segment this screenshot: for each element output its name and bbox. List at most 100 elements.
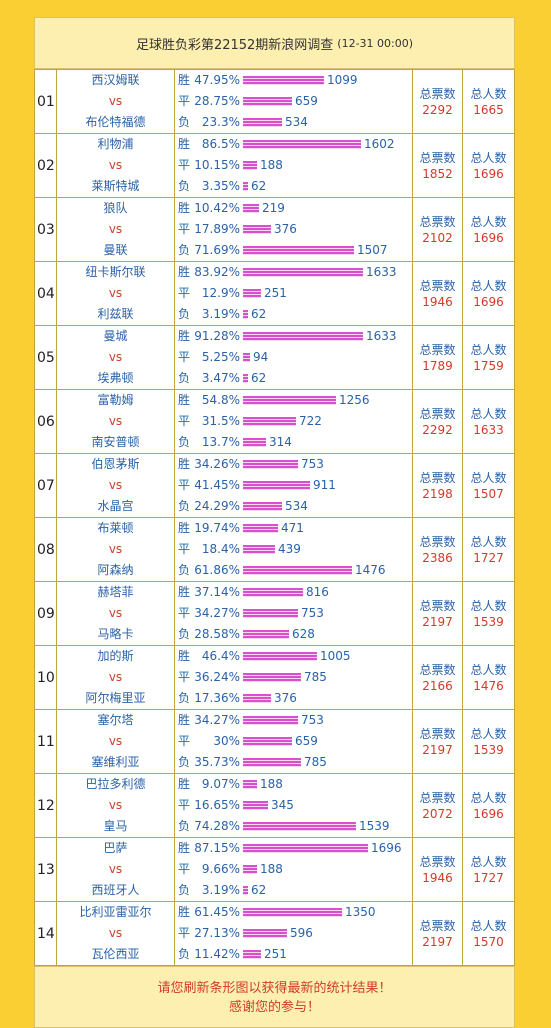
- match-teams: 赫塔菲 vs 马略卡: [56, 581, 175, 646]
- lose-percent: 74.28%: [194, 819, 240, 833]
- away-team-link[interactable]: 水晶宫: [97, 499, 134, 513]
- away-team-link[interactable]: 塞维利亚: [91, 755, 140, 769]
- home-team-link[interactable]: 狼队: [103, 201, 128, 215]
- vote-bars: 胜 19.74% 471 平 18.4% 439 负 61.86% 1476: [174, 517, 413, 582]
- total-people-value: 1696: [473, 294, 504, 309]
- lose-bar: [243, 438, 266, 447]
- total-people-label: 总人数: [470, 854, 507, 869]
- home-team-link[interactable]: 伯恩茅斯: [91, 457, 140, 471]
- draw-line: 平 18.4% 439: [178, 539, 412, 560]
- win-votes: 188: [260, 777, 283, 791]
- total-people-label: 总人数: [470, 790, 507, 805]
- draw-line: 平 30% 659: [178, 731, 412, 752]
- vote-bars: 胜 46.4% 1005 平 36.24% 785 负 17.36% 376: [174, 645, 413, 710]
- lose-label: 负: [178, 243, 191, 257]
- draw-percent: 17.89%: [194, 222, 240, 236]
- total-people-value: 1727: [473, 550, 504, 565]
- match-number: 02: [34, 133, 57, 198]
- lose-label: 负: [178, 755, 191, 769]
- lose-line: 负 35.73% 785: [178, 752, 412, 773]
- home-team-link[interactable]: 西汉姆联: [91, 73, 140, 87]
- away-team-link[interactable]: 皇马: [103, 819, 128, 833]
- away-team-link[interactable]: 埃弗顿: [97, 371, 134, 385]
- home-team-link[interactable]: 利物浦: [97, 137, 134, 151]
- vote-bars: 胜 83.92% 1633 平 12.9% 251 负 3.19% 62: [174, 261, 413, 326]
- vs-label: vs: [108, 734, 123, 748]
- win-bar: [243, 524, 278, 533]
- vote-bars: 胜 10.42% 219 平 17.89% 376 负 71.69% 1507: [174, 197, 413, 262]
- home-team-link[interactable]: 纽卡斯尔联: [85, 265, 146, 279]
- win-bar: [243, 716, 298, 725]
- match-teams: 西汉姆联 vs 布伦特福德: [56, 69, 175, 134]
- away-team-link[interactable]: 莱斯特城: [91, 179, 140, 193]
- draw-bar: [243, 97, 292, 106]
- away-team-link[interactable]: 瓦伦西亚: [91, 947, 140, 961]
- total-votes-label: 总票数: [419, 662, 456, 677]
- win-percent: 34.27%: [194, 713, 240, 727]
- lose-label: 负: [178, 563, 191, 577]
- vote-bars: 胜 61.45% 1350 平 27.13% 596 负 11.42% 251: [174, 901, 413, 966]
- vote-bars: 胜 47.95% 1099 平 28.75% 659 负 23.3% 534: [174, 69, 413, 134]
- win-votes: 753: [301, 457, 324, 471]
- draw-label: 平: [178, 606, 191, 620]
- match-row: 08 布莱顿 vs 阿森纳 胜 19.74% 471 平 18.4% 439 负…: [34, 517, 515, 582]
- home-team-link[interactable]: 比利亚雷亚尔: [79, 905, 152, 919]
- win-votes: 816: [306, 585, 329, 599]
- draw-percent: 18.4%: [201, 542, 240, 556]
- draw-label: 平: [178, 478, 191, 492]
- lose-votes: 1476: [355, 563, 386, 577]
- win-percent: 61.45%: [194, 905, 240, 919]
- lose-votes: 534: [285, 115, 308, 129]
- vote-bars: 胜 54.8% 1256 平 31.5% 722 负 13.7% 314: [174, 389, 413, 454]
- match-number: 14: [34, 901, 57, 966]
- away-team-link[interactable]: 阿尔梅里亚: [85, 691, 146, 705]
- away-team-link[interactable]: 曼联: [103, 243, 128, 257]
- away-team-link[interactable]: 布伦特福德: [85, 115, 146, 129]
- lose-percent: 13.7%: [201, 435, 240, 449]
- total-votes-cell: 总票数 2292: [412, 69, 463, 134]
- lose-line: 负 13.7% 314: [178, 432, 412, 453]
- total-people-label: 总人数: [470, 342, 507, 357]
- home-team-link[interactable]: 塞尔塔: [97, 713, 134, 727]
- win-percent: 86.5%: [201, 137, 240, 151]
- draw-percent: 12.9%: [201, 286, 240, 300]
- away-team-link[interactable]: 南安普顿: [91, 435, 140, 449]
- draw-label: 平: [178, 350, 191, 364]
- lose-line: 负 71.69% 1507: [178, 240, 412, 261]
- total-votes-label: 总票数: [419, 534, 456, 549]
- match-row: 14 比利亚雷亚尔 vs 瓦伦西亚 胜 61.45% 1350 平 27.13%…: [34, 901, 515, 966]
- draw-votes: 188: [260, 862, 283, 876]
- away-team-link[interactable]: 西班牙人: [91, 883, 140, 897]
- home-team-link[interactable]: 赫塔菲: [97, 585, 134, 599]
- vs-label: vs: [108, 606, 123, 620]
- win-line: 胜 54.8% 1256: [178, 390, 412, 411]
- draw-line: 平 27.13% 596: [178, 923, 412, 944]
- win-percent: 37.14%: [194, 585, 240, 599]
- win-line: 胜 91.28% 1633: [178, 326, 412, 347]
- match-teams: 布莱顿 vs 阿森纳: [56, 517, 175, 582]
- lose-percent: 3.19%: [201, 883, 240, 897]
- home-team-link[interactable]: 曼城: [103, 329, 128, 343]
- draw-percent: 30%: [213, 734, 240, 748]
- home-team-link[interactable]: 巴拉多利德: [85, 777, 146, 791]
- home-team-link[interactable]: 巴萨: [103, 841, 128, 855]
- footer-note: 请您刷新条形图以获得最新的统计结果！ 感谢您的参与！: [34, 966, 515, 1028]
- home-team-link[interactable]: 加的斯: [97, 649, 134, 663]
- match-row: 12 巴拉多利德 vs 皇马 胜 9.07% 188 平 16.65% 345 …: [34, 773, 515, 838]
- away-team-link[interactable]: 利兹联: [97, 307, 134, 321]
- total-people-cell: 总人数 1539: [462, 581, 515, 646]
- total-votes-label: 总票数: [419, 726, 456, 741]
- lose-votes: 62: [251, 179, 267, 193]
- survey-panel: 足球胜负彩第22152期新浪网调查 (12-31 00:00) 01 西汉姆联 …: [34, 17, 515, 1028]
- home-team-link[interactable]: 富勒姆: [97, 393, 134, 407]
- away-team-link[interactable]: 马略卡: [97, 627, 134, 641]
- home-team-link[interactable]: 布莱顿: [97, 521, 134, 535]
- draw-votes: 376: [274, 222, 297, 236]
- total-votes-value: 1946: [422, 870, 453, 885]
- draw-line: 平 16.65% 345: [178, 795, 412, 816]
- away-team-link[interactable]: 阿森纳: [97, 563, 134, 577]
- draw-line: 平 36.24% 785: [178, 667, 412, 688]
- total-people-value: 1570: [473, 934, 504, 949]
- vote-bars: 胜 9.07% 188 平 16.65% 345 负 74.28% 1539: [174, 773, 413, 838]
- match-teams: 曼城 vs 埃弗顿: [56, 325, 175, 390]
